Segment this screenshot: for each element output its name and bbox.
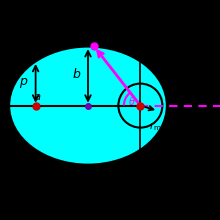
Ellipse shape: [9, 46, 167, 165]
Text: $p$: $p$: [19, 76, 28, 90]
Text: $a$: $a$: [34, 92, 42, 102]
Text: $b$: $b$: [72, 67, 82, 81]
Text: $r_{\mathrm{min}}$: $r_{\mathrm{min}}$: [149, 120, 169, 133]
Text: $\theta$: $\theta$: [128, 95, 135, 107]
